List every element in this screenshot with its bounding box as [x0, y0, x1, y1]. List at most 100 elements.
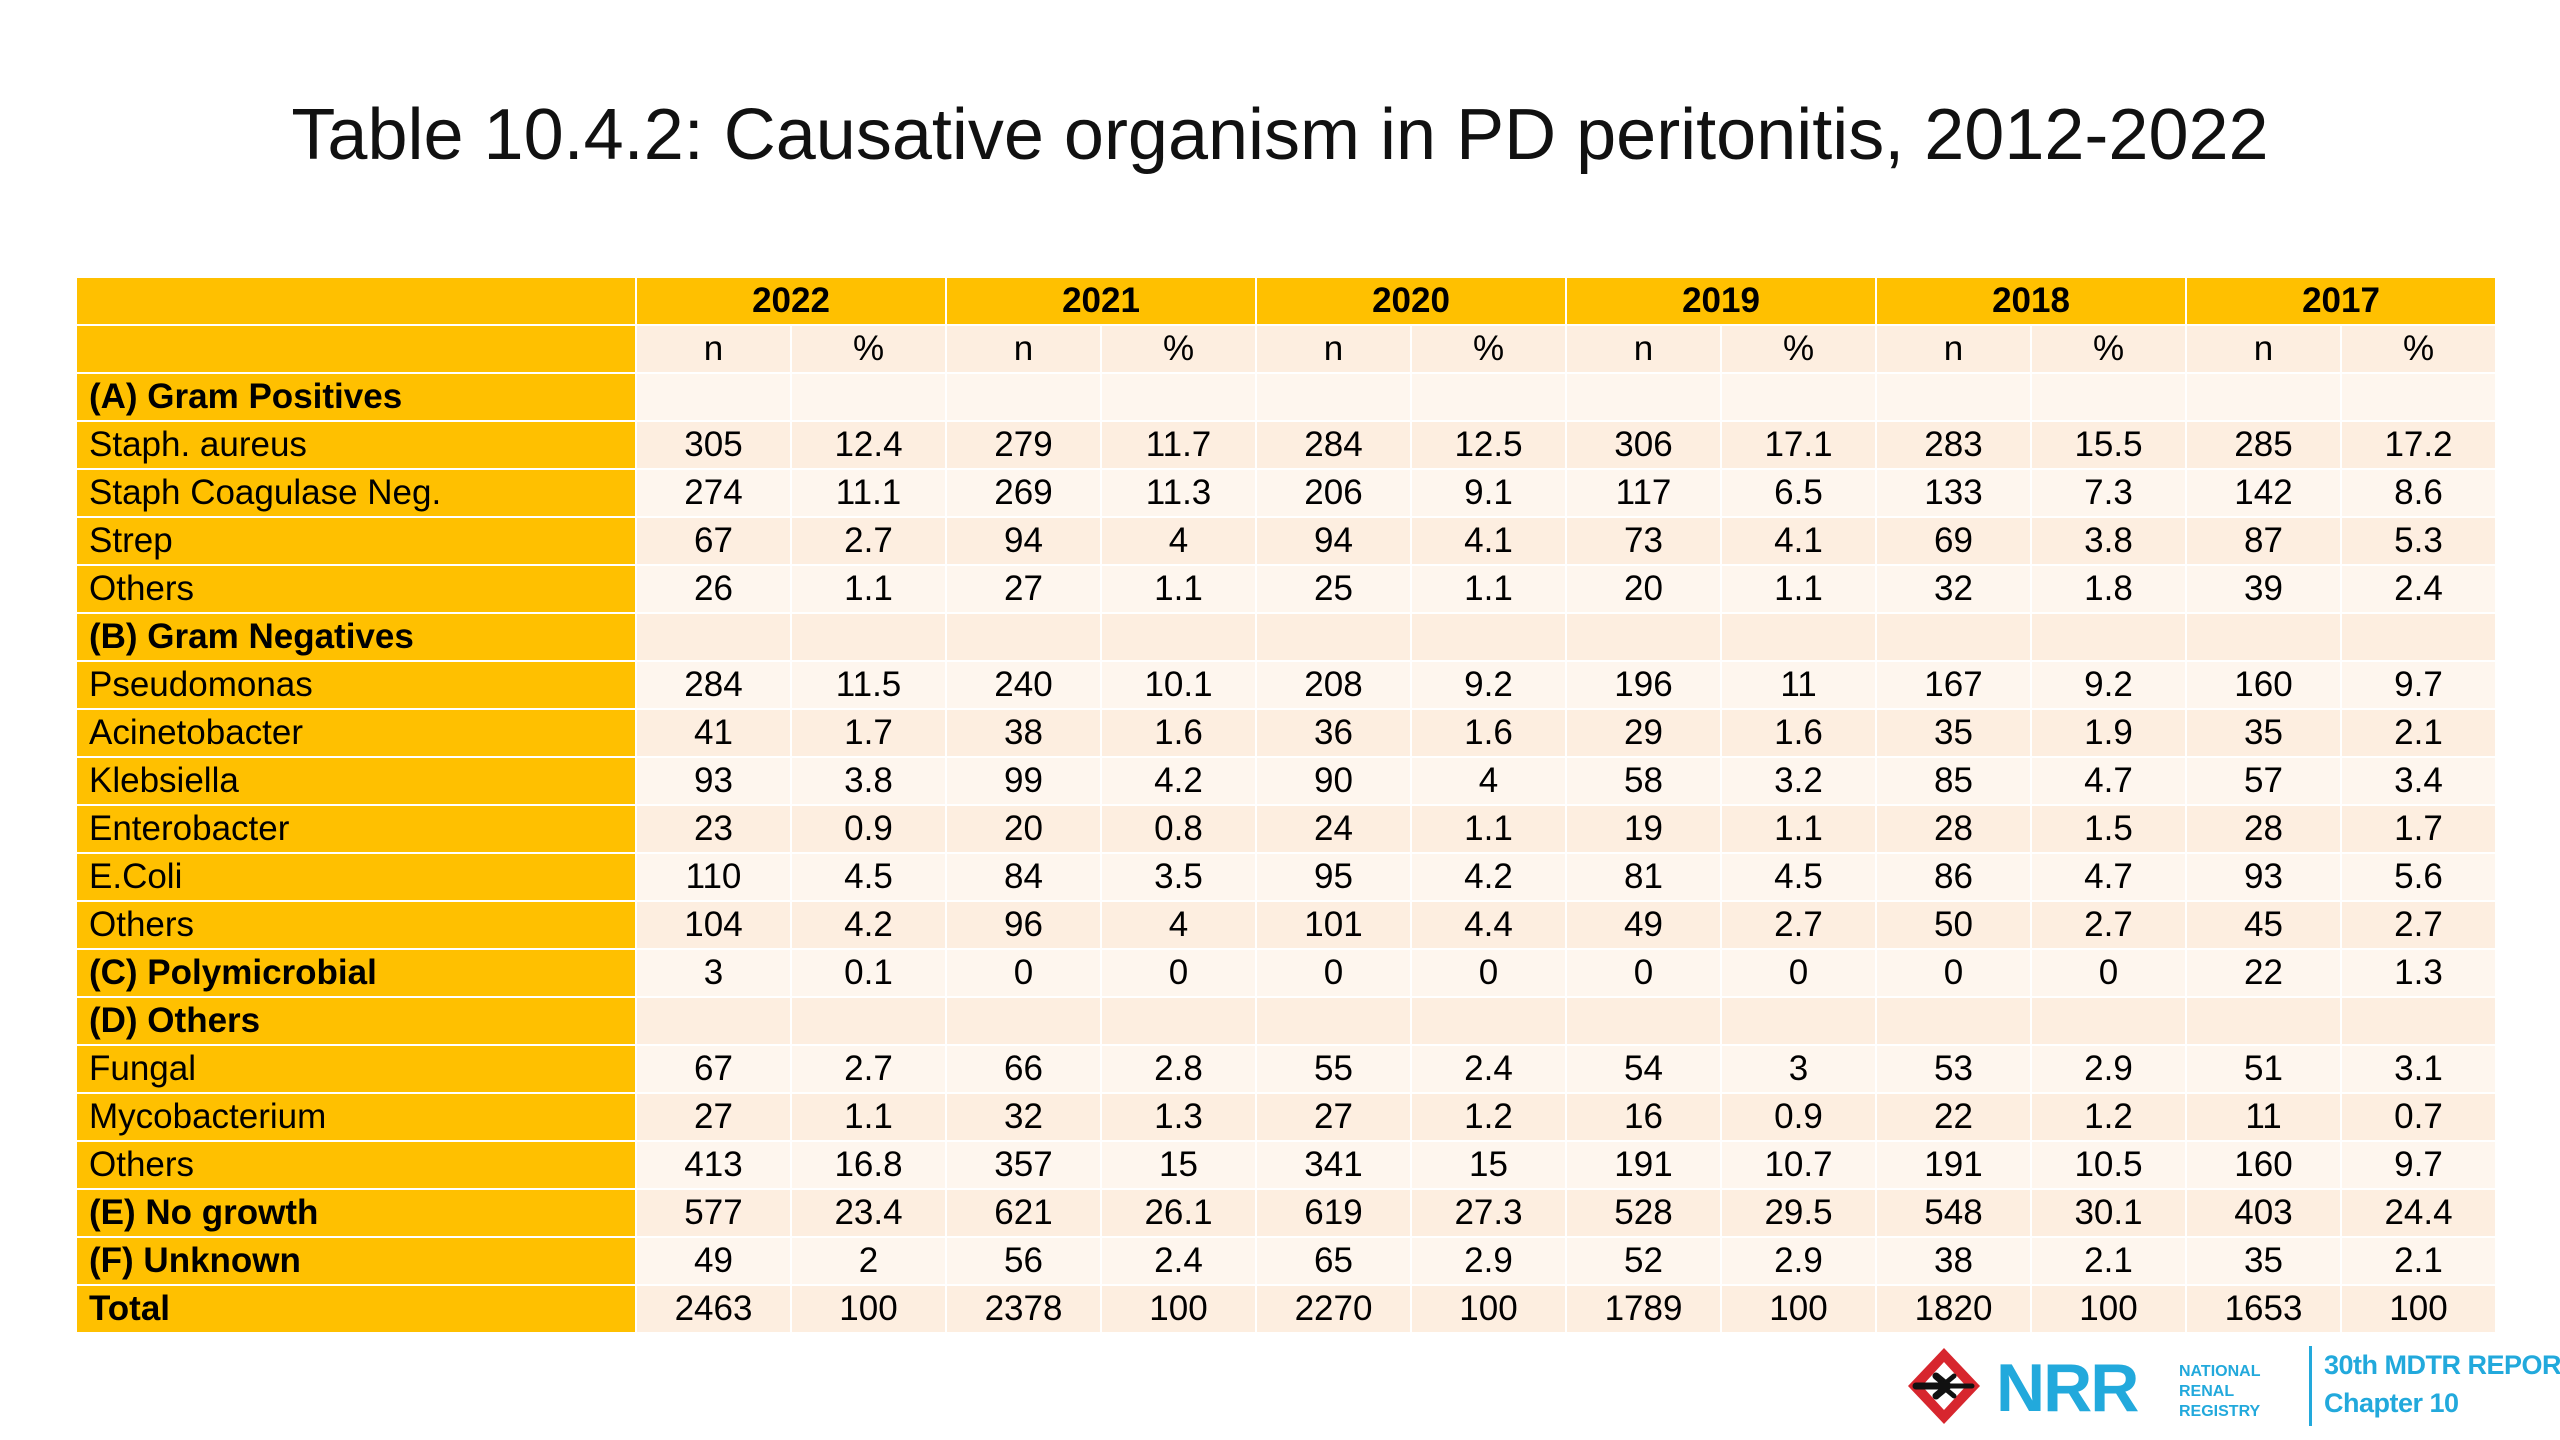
percent-cell: 4 — [1412, 758, 1567, 806]
table-row: Mycobacterium 27 1.1 32 1.3 27 1.2 16 0.9 22 1.2 11… — [77, 1094, 2497, 1142]
subheader-pct: % — [792, 326, 947, 374]
table-row: (F) Unknown 49 2 56 2.4 65 2.9 52 2.9 38 2.1 35 2.1 — [77, 1238, 2497, 1286]
row-label: Total — [77, 1286, 637, 1334]
percent-cell: 0 — [1722, 950, 1877, 998]
percent-cell: 17.1 — [1722, 422, 1877, 470]
percent-cell: 4.7 — [2032, 854, 2187, 902]
percent-cell: 2.4 — [1102, 1238, 1257, 1286]
percent-cell: 3 — [1722, 1046, 1877, 1094]
percent-cell: 10.7 — [1722, 1142, 1877, 1190]
percent-cell: 6.5 — [1722, 470, 1877, 518]
percent-cell — [2342, 998, 2497, 1046]
percent-cell: 0.9 — [1722, 1094, 1877, 1142]
count-cell: 20 — [947, 806, 1102, 854]
row-label: (E) No growth — [77, 1190, 637, 1238]
percent-cell: 1.2 — [2032, 1094, 2187, 1142]
percent-cell: 0 — [2032, 950, 2187, 998]
row-label: Pseudomonas — [77, 662, 637, 710]
percent-cell: 1.7 — [792, 710, 947, 758]
subheader-corner-cell — [77, 326, 637, 374]
count-cell: 11 — [2187, 1094, 2342, 1142]
count-cell — [2187, 998, 2342, 1046]
count-cell: 38 — [947, 710, 1102, 758]
row-label: Staph Coagulase Neg. — [77, 470, 637, 518]
percent-cell: 1.1 — [1412, 566, 1567, 614]
count-cell: 577 — [637, 1190, 792, 1238]
count-cell — [1567, 614, 1722, 662]
count-cell: 27 — [637, 1094, 792, 1142]
row-label: Mycobacterium — [77, 1094, 637, 1142]
count-cell: 73 — [1567, 518, 1722, 566]
percent-cell: 1.1 — [1722, 566, 1877, 614]
count-cell: 0 — [1257, 950, 1412, 998]
count-cell: 32 — [947, 1094, 1102, 1142]
percent-cell: 12.5 — [1412, 422, 1567, 470]
registry-line-1: NATIONAL — [2179, 1363, 2261, 1380]
row-label: Others — [77, 566, 637, 614]
percent-cell: 100 — [792, 1286, 947, 1334]
count-cell: 2270 — [1257, 1286, 1412, 1334]
subheader-row: n % n % n % n % n % n % — [77, 326, 2497, 374]
count-cell — [637, 998, 792, 1046]
count-cell — [1567, 374, 1722, 422]
percent-cell: 1.1 — [1102, 566, 1257, 614]
count-cell: 41 — [637, 710, 792, 758]
percent-cell: 11.7 — [1102, 422, 1257, 470]
count-cell: 94 — [1257, 518, 1412, 566]
count-cell — [1567, 998, 1722, 1046]
percent-cell: 2.7 — [792, 518, 947, 566]
page-title: Table 10.4.2: Causative organism in PD p… — [291, 95, 2269, 175]
count-cell: 49 — [637, 1238, 792, 1286]
table-row: (C) Polymicrobial 3 0.1 0 0 0 0 0 0 0 0 22 1.3 — [77, 950, 2497, 998]
percent-cell: 23.4 — [792, 1190, 947, 1238]
count-cell — [1877, 998, 2032, 1046]
registry-line-2: RENAL — [2179, 1383, 2234, 1400]
count-cell: 67 — [637, 1046, 792, 1094]
table-row: Staph. aureus 305 12.4 279 11.7 284 12.5 306 17.… — [77, 422, 2497, 470]
percent-cell: 4.2 — [1102, 758, 1257, 806]
subheader-n: n — [637, 326, 792, 374]
count-cell: 54 — [1567, 1046, 1722, 1094]
count-cell: 69 — [1877, 518, 2032, 566]
count-cell — [947, 614, 1102, 662]
subheader-n: n — [1257, 326, 1412, 374]
count-cell: 99 — [947, 758, 1102, 806]
count-cell: 56 — [947, 1238, 1102, 1286]
count-cell: 27 — [1257, 1094, 1412, 1142]
row-label: Others — [77, 902, 637, 950]
percent-cell — [2342, 374, 2497, 422]
percent-cell: 4.5 — [1722, 854, 1877, 902]
percent-cell: 12.4 — [792, 422, 947, 470]
count-cell: 133 — [1877, 470, 2032, 518]
report-chapter: Chapter 10 — [2324, 1388, 2459, 1418]
count-cell: 22 — [2187, 950, 2342, 998]
percent-cell: 1.7 — [2342, 806, 2497, 854]
count-cell: 96 — [947, 902, 1102, 950]
percent-cell: 15 — [1412, 1142, 1567, 1190]
percent-cell: 11.1 — [792, 470, 947, 518]
percent-cell: 2.7 — [2342, 902, 2497, 950]
row-label: (C) Polymicrobial — [77, 950, 637, 998]
table-row: Enterobacter 23 0.9 20 0.8 24 1.1 19 1.1 28 1.5 28 1… — [77, 806, 2497, 854]
percent-cell: 3.1 — [2342, 1046, 2497, 1094]
percent-cell: 5.6 — [2342, 854, 2497, 902]
table-row: Others 104 4.2 96 4 101 4.4 49 2.7 50 2.7 45 2.7 — [77, 902, 2497, 950]
count-cell — [637, 614, 792, 662]
percent-cell: 1.6 — [1412, 710, 1567, 758]
percent-cell: 10.5 — [2032, 1142, 2187, 1190]
percent-cell: 17.2 — [2342, 422, 2497, 470]
percent-cell: 0.8 — [1102, 806, 1257, 854]
percent-cell: 2.1 — [2032, 1238, 2187, 1286]
count-cell: 0 — [1567, 950, 1722, 998]
count-cell: 81 — [1567, 854, 1722, 902]
percent-cell: 0.7 — [2342, 1094, 2497, 1142]
count-cell: 95 — [1257, 854, 1412, 902]
year-header-2022: 2022 — [637, 278, 947, 326]
percent-cell: 1.1 — [1722, 806, 1877, 854]
percent-cell — [1102, 614, 1257, 662]
percent-cell — [792, 614, 947, 662]
percent-cell: 3.8 — [2032, 518, 2187, 566]
table-row: Others 413 16.8 357 15 341 15 191 10.7 191 10.5 160… — [77, 1142, 2497, 1190]
percent-cell: 5.3 — [2342, 518, 2497, 566]
percent-cell: 3.8 — [792, 758, 947, 806]
